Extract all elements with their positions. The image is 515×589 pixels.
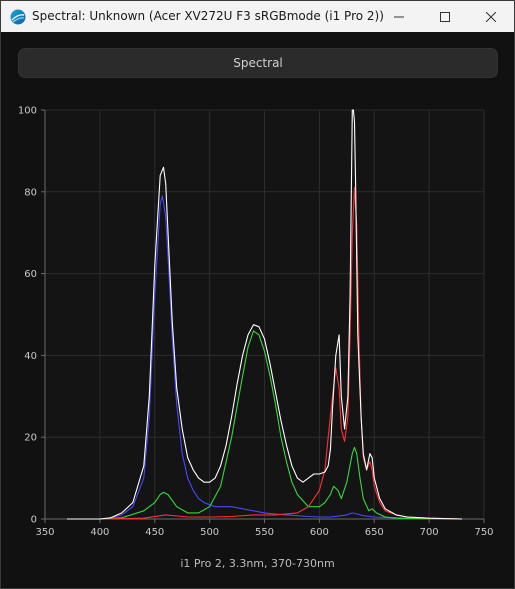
spectrum-line-3 [67, 109, 463, 520]
window-title: Spectral: Unknown (Acer XV272U F3 sRGBmo… [32, 9, 384, 23]
minimize-icon [394, 16, 404, 17]
x-tick-label: 550 [255, 527, 274, 538]
x-tick-label: 500 [200, 527, 219, 538]
y-tick-label: 100 [18, 106, 37, 117]
x-tick-label: 700 [420, 527, 439, 538]
tab-spectral[interactable]: Spectral [18, 48, 498, 78]
title-bar[interactable]: Spectral: Unknown (Acer XV272U F3 sRGBmo… [1, 1, 514, 32]
tab-label: Spectral [233, 56, 283, 70]
instrument-caption: i1 Pro 2, 3.3nm, 370-730nm [180, 557, 335, 570]
spectrum-line-1 [67, 330, 463, 520]
maximize-button[interactable] [422, 1, 468, 32]
maximize-icon [440, 11, 450, 22]
x-tick-label: 650 [365, 527, 384, 538]
spectrum-line-2 [67, 187, 463, 520]
y-tick-label: 20 [24, 433, 37, 444]
close-button[interactable] [468, 1, 514, 32]
x-tick-label: 750 [474, 527, 493, 538]
close-icon [486, 11, 496, 22]
x-tick-label: 400 [90, 527, 109, 538]
y-tick-label: 60 [24, 269, 37, 280]
y-tick-label: 40 [24, 351, 37, 362]
x-tick-label: 350 [35, 527, 54, 538]
minimize-button[interactable] [376, 1, 422, 32]
x-tick-label: 600 [310, 527, 329, 538]
spectral-chart: 350 400 450 500 550 600 650 700 750 0 20 40 60 80 100 [18, 106, 494, 539]
x-tick-label: 450 [145, 527, 164, 538]
spectrum-line-0 [67, 195, 463, 520]
y-tick-label: 80 [24, 187, 37, 198]
color-wheel-icon [10, 9, 26, 25]
y-tick-label: 0 [31, 515, 37, 526]
